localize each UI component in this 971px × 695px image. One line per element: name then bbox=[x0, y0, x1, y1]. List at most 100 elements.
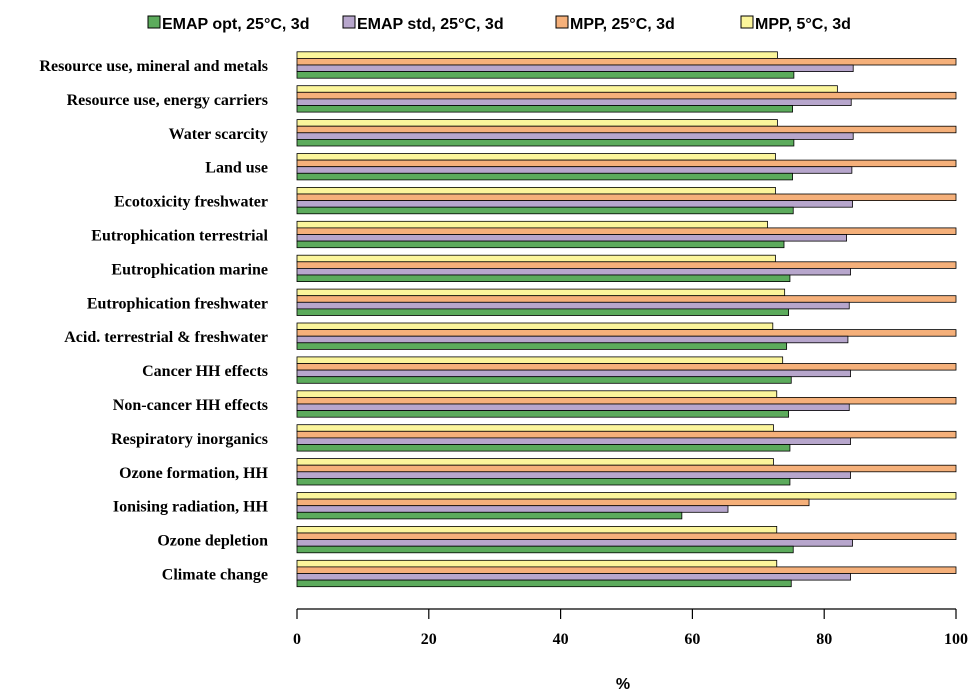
bar bbox=[296, 342, 788, 350]
category-label: Resource use, mineral and metals bbox=[39, 58, 268, 75]
category-labels: Climate change Ozone depletion Ionising ra… bbox=[39, 58, 268, 584]
legend-swatch bbox=[740, 15, 754, 29]
bar bbox=[296, 64, 854, 72]
legend: EMAP opt, 25°C, 3d EMAP std, 25°C, 3d MPP,… bbox=[147, 15, 851, 33]
category-label: Respiratory inorganics bbox=[111, 431, 268, 448]
category-label: Ozone depletion bbox=[157, 533, 268, 550]
bar bbox=[296, 200, 853, 208]
legend-label: EMAP opt, 25°C, 3d bbox=[162, 16, 309, 33]
category-label: Ionising radiation, HH bbox=[113, 499, 269, 516]
bar bbox=[296, 458, 774, 466]
x-tick-label: 80 bbox=[816, 631, 832, 648]
category-label: Acid. terrestrial & freshwater bbox=[64, 329, 268, 346]
bar bbox=[296, 545, 794, 554]
bar bbox=[296, 153, 776, 161]
legend-swatch bbox=[147, 15, 161, 29]
bar bbox=[296, 288, 786, 297]
bar bbox=[296, 403, 850, 411]
bar bbox=[296, 125, 957, 134]
category-label: Resource use, energy carriers bbox=[67, 92, 268, 109]
bar bbox=[296, 532, 957, 540]
bar bbox=[296, 105, 793, 113]
bar bbox=[296, 308, 790, 316]
legend-label: MPP, 25°C, 3d bbox=[570, 16, 675, 33]
category-label: Eutrophication terrestrial bbox=[91, 228, 268, 245]
bar bbox=[296, 539, 853, 547]
bar bbox=[296, 526, 778, 534]
bar bbox=[296, 240, 785, 249]
bar bbox=[296, 566, 957, 574]
x-tick-label: 100 bbox=[944, 631, 968, 648]
bar bbox=[296, 444, 791, 452]
bar bbox=[296, 464, 957, 473]
bar bbox=[296, 206, 794, 215]
bar bbox=[296, 369, 851, 378]
bar bbox=[296, 356, 784, 364]
x-axis: 0 20 40 60 80 100 bbox=[293, 608, 968, 648]
bar bbox=[296, 390, 778, 398]
bar bbox=[296, 85, 838, 93]
bar bbox=[296, 71, 795, 79]
bar bbox=[296, 186, 776, 195]
legend-swatch bbox=[342, 15, 356, 29]
bar bbox=[296, 98, 852, 106]
bar bbox=[296, 301, 850, 310]
bar bbox=[296, 511, 683, 520]
bar bbox=[296, 376, 792, 384]
bar bbox=[296, 430, 957, 439]
x-tick-label: 40 bbox=[553, 631, 569, 648]
category-label: Cancer HH effects bbox=[142, 363, 268, 380]
bar bbox=[296, 559, 778, 568]
bar bbox=[296, 132, 854, 140]
bar bbox=[296, 410, 790, 418]
category-label: Water scarcity bbox=[169, 126, 268, 143]
category-label: Non-cancer HH effects bbox=[113, 397, 268, 414]
legend-label: EMAP std, 25°C, 3d bbox=[357, 16, 504, 33]
bar bbox=[296, 159, 957, 168]
legend-swatch bbox=[555, 15, 569, 29]
bar bbox=[296, 579, 792, 588]
bar bbox=[296, 58, 957, 66]
bar bbox=[296, 261, 957, 269]
bar bbox=[296, 424, 774, 432]
bar bbox=[296, 437, 851, 445]
bar bbox=[296, 396, 957, 405]
bar bbox=[296, 138, 795, 147]
bar bbox=[296, 477, 791, 486]
category-label: Eutrophication marine bbox=[111, 261, 268, 278]
x-tick-label: 0 bbox=[293, 631, 301, 648]
legend-label: MPP, 5°C, 3d bbox=[755, 16, 851, 33]
bar bbox=[296, 492, 957, 500]
bar bbox=[296, 227, 957, 235]
bar bbox=[296, 329, 957, 337]
category-label: Ecotoxicity freshwater bbox=[114, 194, 268, 211]
bar bbox=[296, 119, 778, 127]
category-label: Ozone formation, HH bbox=[119, 465, 268, 482]
bar bbox=[296, 51, 778, 59]
category-label: Eutrophication freshwater bbox=[87, 295, 268, 312]
bar bbox=[296, 254, 776, 263]
bar bbox=[296, 498, 810, 507]
bar bbox=[296, 274, 791, 282]
bars bbox=[296, 51, 957, 588]
bar bbox=[296, 172, 793, 181]
category-label: Climate change bbox=[162, 567, 268, 584]
category-label: Land use bbox=[205, 160, 268, 177]
bar bbox=[296, 505, 729, 513]
bar bbox=[296, 471, 851, 479]
bar bbox=[296, 295, 957, 303]
bar bbox=[296, 335, 849, 344]
bar bbox=[296, 363, 957, 371]
bar bbox=[296, 267, 851, 276]
x-tick-label: 60 bbox=[684, 631, 700, 648]
bar bbox=[296, 91, 957, 100]
bar bbox=[296, 322, 774, 330]
bar bbox=[296, 234, 848, 242]
bar bbox=[296, 193, 957, 201]
bar bbox=[296, 220, 768, 229]
bar bbox=[296, 166, 853, 174]
x-tick-label: 20 bbox=[421, 631, 437, 648]
x-axis-title: % bbox=[616, 676, 630, 693]
bar bbox=[296, 573, 851, 581]
